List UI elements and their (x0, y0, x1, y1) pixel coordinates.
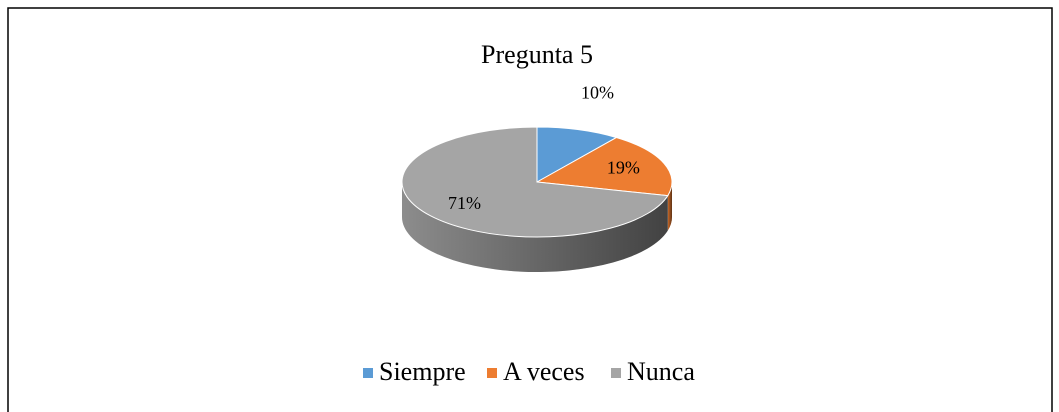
data-label: 19% (607, 157, 640, 177)
data-label: 10% (581, 82, 614, 102)
chart-title: Pregunta 5 (481, 40, 593, 69)
legend-label: Nunca (627, 357, 695, 386)
legend-label: Siempre (379, 357, 466, 386)
legend-swatch (611, 368, 621, 378)
slice (536, 126, 618, 183)
side-shade (402, 182, 668, 273)
slice (535, 136, 673, 197)
data-label: 71% (448, 193, 481, 213)
slice (401, 126, 669, 238)
legend-swatch (487, 368, 497, 378)
legend-label: A veces (503, 357, 585, 386)
legend-swatch (363, 368, 373, 378)
